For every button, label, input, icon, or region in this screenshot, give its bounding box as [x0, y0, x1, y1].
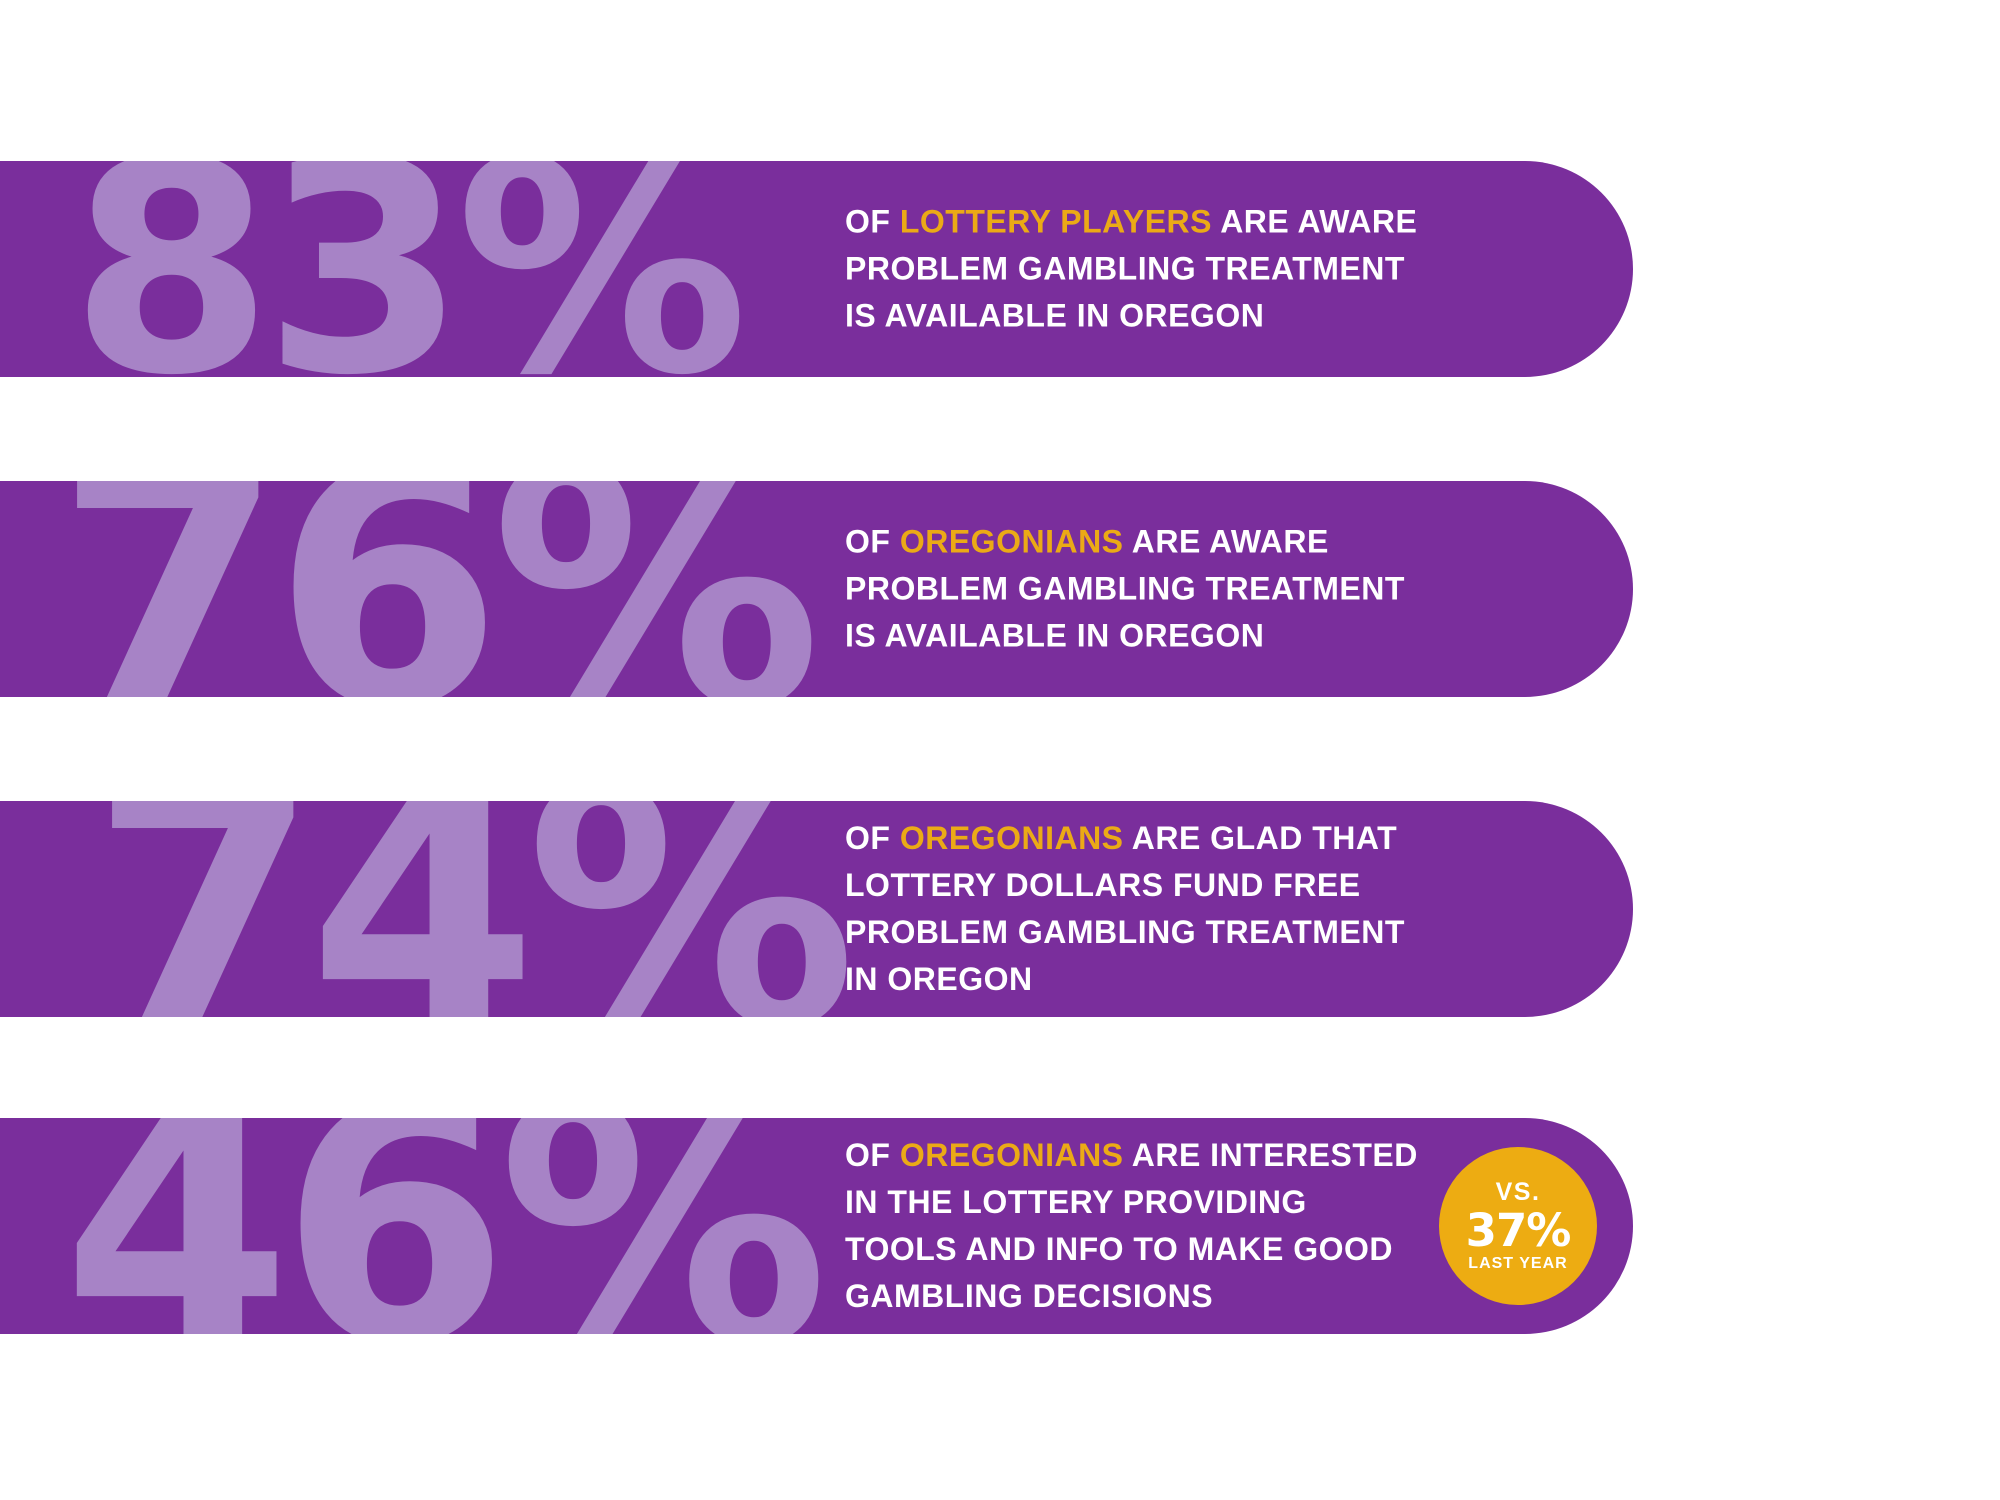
plain-text: OF — [845, 523, 900, 560]
plain-text: IN OREGON — [845, 961, 1033, 997]
plain-text: IN THE LOTTERY PROVIDING — [845, 1184, 1307, 1220]
highlight-text: LOTTERY PLAYERS — [899, 203, 1212, 240]
stat-value: 74% — [90, 801, 857, 1017]
plain-text: LOTTERY DOLLARS FUND FREE — [845, 867, 1361, 903]
plain-text: IS AVAILABLE IN OREGON — [845, 617, 1265, 654]
plain-text: ARE AWARE — [1123, 523, 1329, 560]
plain-text: OF — [845, 820, 900, 856]
stat-bar-74: 74% OF OREGONIANS ARE GLAD THAT LOTTERY DO… — [0, 801, 1633, 1017]
stat-description-line: PROBLEM GAMBLING TREATMENT — [845, 909, 1405, 956]
stat-value: 46% — [62, 1118, 829, 1334]
stat-bar-76: 76% OF OREGONIANS ARE AWARE PROBLEM GAMBLI… — [0, 481, 1633, 697]
plain-text: PROBLEM GAMBLING TREATMENT — [845, 570, 1405, 607]
stat-description-line: LOTTERY DOLLARS FUND FREE — [845, 862, 1405, 909]
stat-bar-83: 83% OF LOTTERY PLAYERS ARE AWARE PROBLEM G… — [0, 161, 1633, 377]
stat-description-line: IN OREGON — [845, 956, 1405, 1003]
highlight-text: OREGONIANS — [899, 820, 1124, 856]
comparison-value: 37% — [1465, 1203, 1572, 1257]
stat-description-line: IS AVAILABLE IN OREGON — [845, 293, 1417, 340]
stat-description-line: OF OREGONIANS ARE AWARE — [845, 519, 1405, 566]
plain-text: ARE GLAD THAT — [1123, 820, 1398, 856]
highlight-text: OREGONIANS — [899, 1137, 1124, 1173]
highlight-text: OREGONIANS — [899, 523, 1124, 560]
plain-text: IS AVAILABLE IN OREGON — [845, 297, 1265, 334]
stat-description: OF LOTTERY PLAYERS ARE AWARE PROBLEM GAMB… — [845, 199, 1417, 340]
comparison-vs-label: VS. — [1495, 1178, 1541, 1207]
stat-description: OF OREGONIANS ARE GLAD THAT LOTTERY DOLLA… — [845, 815, 1405, 1003]
stat-description: OF OREGONIANS ARE AWARE PROBLEM GAMBLING … — [845, 519, 1405, 660]
plain-text: PROBLEM GAMBLING TREATMENT — [845, 250, 1405, 287]
plain-text: OF — [845, 203, 900, 240]
stat-description: OF OREGONIANS ARE INTERESTED IN THE LOTTE… — [845, 1132, 1418, 1320]
stat-description-line: IS AVAILABLE IN OREGON — [845, 613, 1405, 660]
plain-text: ARE INTERESTED — [1123, 1137, 1418, 1173]
comparison-sub-label: LAST YEAR — [1468, 1254, 1568, 1272]
stat-description-line: IN THE LOTTERY PROVIDING — [845, 1179, 1418, 1226]
comparison-badge: VS. 37% LAST YEAR — [1439, 1147, 1597, 1305]
stat-description-line: OF OREGONIANS ARE INTERESTED — [845, 1132, 1418, 1179]
plain-text: OF — [845, 1137, 900, 1173]
stat-description-line: OF OREGONIANS ARE GLAD THAT — [845, 815, 1405, 862]
plain-text: GAMBLING DECISIONS — [845, 1278, 1214, 1314]
stat-bar-46: 46% OF OREGONIANS ARE INTERESTED IN THE LO… — [0, 1118, 1633, 1334]
plain-text: ARE AWARE — [1211, 203, 1418, 240]
stat-description-line: PROBLEM GAMBLING TREATMENT — [845, 246, 1417, 293]
stat-description-line: PROBLEM GAMBLING TREATMENT — [845, 566, 1405, 613]
stat-value: 76% — [55, 481, 822, 697]
stat-description-line: GAMBLING DECISIONS — [845, 1273, 1418, 1320]
plain-text: PROBLEM GAMBLING TREATMENT — [845, 914, 1405, 950]
stat-value: 83% — [70, 161, 748, 377]
stat-description-line: OF LOTTERY PLAYERS ARE AWARE — [845, 199, 1417, 246]
plain-text: TOOLS AND INFO TO MAKE GOOD — [845, 1231, 1394, 1267]
stat-description-line: TOOLS AND INFO TO MAKE GOOD — [845, 1226, 1418, 1273]
